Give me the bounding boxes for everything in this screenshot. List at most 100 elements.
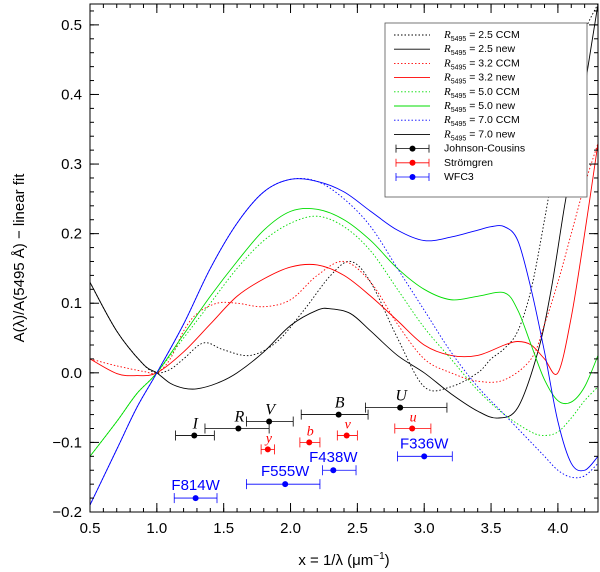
legend-label-rest: = 3.2 CCM <box>466 57 519 69</box>
point-marker <box>335 411 342 418</box>
point-label: I <box>192 415 199 432</box>
point-f336w: F336W <box>397 435 453 462</box>
x-axis-title-close: ) <box>385 552 390 569</box>
legend-label: WFC3 <box>444 171 474 183</box>
legend-label: R5495 = 5.0 new <box>443 100 515 114</box>
legend-label-rest: = 7.0 CCM <box>466 114 519 126</box>
point-label: F814W <box>171 477 220 494</box>
x-tick-label: 3.5 <box>481 520 502 537</box>
point-label: V <box>265 402 277 419</box>
point-marker <box>397 404 404 411</box>
point-label: U <box>395 388 408 405</box>
point-i: I <box>175 415 215 441</box>
legend-label-r: R <box>443 72 451 84</box>
legend-label-r: R <box>443 29 451 41</box>
point-v: v <box>336 417 358 441</box>
x-tick-label: 1.5 <box>213 520 234 537</box>
point-label: v <box>345 417 352 432</box>
legend-label-subscript: 5495 <box>451 107 467 114</box>
legend-item-r5495-2-5-new: R5495 = 2.5 new <box>394 43 515 57</box>
point-label: y <box>264 431 273 446</box>
legend-label-r: R <box>443 114 451 126</box>
legend-label-r: R <box>443 100 451 112</box>
legend-label: R5495 = 7.0 new <box>443 128 515 142</box>
series-line-r5495-5-0-ccm <box>90 215 598 457</box>
legend-label-rest: = 5.0 CCM <box>466 86 519 98</box>
legend-item-str-mgren: Strömgren <box>395 157 493 169</box>
legend-label-rest: = 7.0 new <box>466 128 515 140</box>
point-b: b <box>299 424 321 448</box>
series-line-r5495-7-0-new <box>90 178 598 506</box>
legend-label: R5495 = 7.0 CCM <box>443 114 520 128</box>
legend-label-rest: = 5.0 new <box>466 100 515 112</box>
legend-marker <box>409 174 416 180</box>
y-tick-label: −0.1 <box>52 434 82 451</box>
legend-item-r5495-3-2-ccm: R5495 = 3.2 CCM <box>394 57 520 71</box>
legend-marker <box>409 159 416 166</box>
x-axis-title-sup: −1 <box>373 551 385 562</box>
point-u: U <box>364 388 448 413</box>
y-tick-label: 0.5 <box>61 17 82 34</box>
point-label: F336W <box>400 435 449 452</box>
point-marker <box>192 495 199 502</box>
point-r: R <box>204 408 270 434</box>
point-f814w: F814W <box>171 477 221 504</box>
legend-item-r5495-7-0-new: R5495 = 7.0 new <box>394 128 515 142</box>
axis-ticks-group: 0.5 1.0 1.5 2.0 2.5 3.0 3.5 4.0 −0.2 −0.1 0.0 0.1 0.… <box>52 4 598 537</box>
legend-item-r5495-5-0-ccm: R5495 = 5.0 CCM <box>394 86 520 100</box>
series-line-r5495-3-2-ccm <box>90 143 598 383</box>
point-label: u <box>410 410 417 425</box>
series-line-r5495-2-5-ccm <box>90 4 598 392</box>
legend-label-r: R <box>443 86 451 98</box>
legend-label-subscript: 5495 <box>451 79 467 86</box>
legend-item-r5495-5-0-new: R5495 = 5.0 new <box>394 100 515 114</box>
point-label: R <box>233 408 244 425</box>
point-marker <box>421 453 428 460</box>
point-label: b <box>307 424 314 439</box>
y-tick-label: 0.2 <box>61 226 82 243</box>
legend-label-rest: = 2.5 CCM <box>466 29 519 41</box>
legend-label: R5495 = 3.2 CCM <box>443 57 520 71</box>
point-v: V <box>246 402 294 427</box>
point-label: B <box>335 395 345 412</box>
point-marker <box>266 418 273 425</box>
legend-item-r5495-3-2-new: R5495 = 3.2 new <box>394 72 515 86</box>
point-marker <box>306 439 313 446</box>
curves-group <box>90 4 598 506</box>
legend-item-johnson-cousins: Johnson-Cousins <box>395 143 525 155</box>
legend-label-rest: = 2.5 new <box>466 43 515 55</box>
point-u: u <box>394 410 432 434</box>
legend-item-r5495-2-5-ccm: R5495 = 2.5 CCM <box>394 29 520 43</box>
point-label: F438W <box>309 449 358 466</box>
legend-item-r5495-7-0-ccm: R5495 = 7.0 CCM <box>394 114 520 128</box>
point-b: B <box>300 395 369 420</box>
y-tick-label: 0.1 <box>61 295 82 312</box>
legend-label-r: R <box>443 43 451 55</box>
legend-label-subscript: 5495 <box>451 50 467 57</box>
legend-item-wfc3: WFC3 <box>395 171 474 183</box>
legend-label-subscript: 5495 <box>451 36 467 43</box>
series-line-r5495-5-0-new <box>90 207 598 457</box>
legend-label: R5495 = 5.0 CCM <box>443 86 520 100</box>
y-tick-label: 0.0 <box>61 365 82 382</box>
y-tick-label: −0.2 <box>52 504 82 521</box>
point-y: y <box>260 431 275 455</box>
legend-label: R5495 = 2.5 new <box>443 43 515 57</box>
x-axis-title-main: x = 1/λ (μm <box>298 552 373 569</box>
x-tick-label: 0.5 <box>80 520 101 537</box>
legend-label-subscript: 5495 <box>451 121 467 128</box>
point-marker <box>343 432 350 439</box>
x-axis-title: x = 1/λ (μm−1) <box>298 551 389 569</box>
y-axis-title: A(λ)/A(5495 Å) − linear fit <box>11 173 28 343</box>
point-label: F555W <box>261 463 310 480</box>
point-marker <box>409 425 416 432</box>
x-tick-label: 3.0 <box>414 520 435 537</box>
legend-marker <box>409 145 416 152</box>
legend-label-rest: = 3.2 new <box>466 72 515 84</box>
x-tick-label: 2.0 <box>280 520 301 537</box>
point-marker <box>235 425 242 432</box>
legend-label: R5495 = 2.5 CCM <box>443 29 520 43</box>
y-tick-label: 0.4 <box>61 86 82 103</box>
series-line-r5495-2-5-new <box>90 4 598 419</box>
